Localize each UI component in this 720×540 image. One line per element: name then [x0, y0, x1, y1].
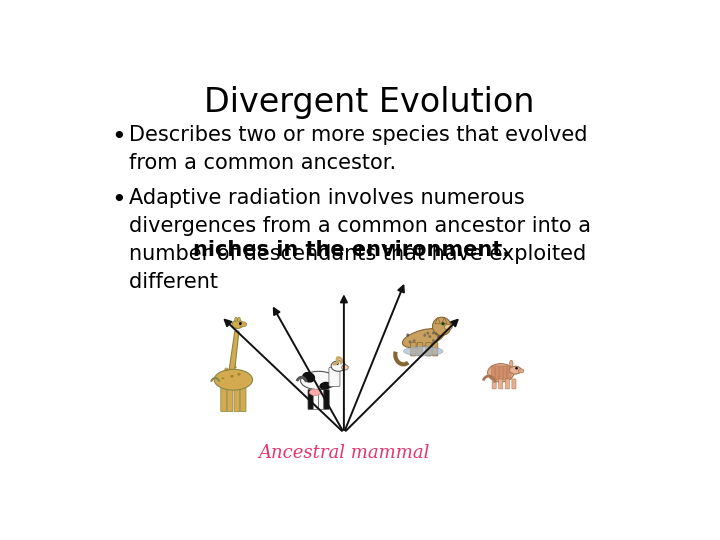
Text: Describes two or more species that evolved
from a common ancestor.: Describes two or more species that evolv…	[129, 125, 588, 173]
Ellipse shape	[230, 375, 234, 377]
Ellipse shape	[222, 377, 225, 380]
FancyBboxPatch shape	[324, 389, 329, 409]
Ellipse shape	[238, 318, 240, 321]
FancyBboxPatch shape	[318, 389, 324, 409]
FancyBboxPatch shape	[503, 366, 507, 380]
Ellipse shape	[423, 334, 426, 337]
FancyBboxPatch shape	[495, 366, 499, 380]
FancyBboxPatch shape	[499, 366, 503, 380]
Ellipse shape	[413, 339, 415, 342]
Text: Divergent Evolution: Divergent Evolution	[204, 86, 534, 119]
Ellipse shape	[487, 363, 514, 382]
Ellipse shape	[320, 382, 331, 390]
Ellipse shape	[435, 332, 438, 335]
Circle shape	[239, 322, 242, 325]
Circle shape	[336, 362, 338, 365]
Ellipse shape	[432, 332, 435, 334]
Text: •: •	[112, 188, 127, 212]
Circle shape	[441, 322, 445, 326]
Ellipse shape	[438, 335, 440, 339]
FancyBboxPatch shape	[410, 342, 416, 356]
Ellipse shape	[407, 334, 409, 337]
Ellipse shape	[237, 373, 240, 376]
FancyBboxPatch shape	[491, 366, 495, 380]
Circle shape	[516, 367, 518, 369]
FancyBboxPatch shape	[234, 386, 240, 411]
FancyBboxPatch shape	[313, 389, 319, 409]
Ellipse shape	[225, 368, 228, 371]
FancyBboxPatch shape	[329, 367, 340, 387]
FancyBboxPatch shape	[499, 379, 503, 389]
FancyBboxPatch shape	[308, 389, 313, 409]
Ellipse shape	[214, 369, 253, 390]
Text: Ancestral mammal: Ancestral mammal	[258, 443, 430, 462]
Ellipse shape	[235, 318, 238, 321]
Ellipse shape	[426, 332, 429, 335]
FancyBboxPatch shape	[227, 386, 233, 411]
Ellipse shape	[403, 347, 443, 356]
FancyBboxPatch shape	[240, 386, 246, 411]
Polygon shape	[435, 317, 441, 324]
Ellipse shape	[232, 320, 243, 328]
Ellipse shape	[300, 372, 337, 390]
Ellipse shape	[432, 339, 435, 342]
FancyBboxPatch shape	[417, 342, 423, 356]
Ellipse shape	[342, 365, 348, 370]
FancyBboxPatch shape	[426, 342, 431, 356]
Text: Adaptive radiation involves numerous
divergences from a common ancestor into a
n: Adaptive radiation involves numerous div…	[129, 188, 590, 292]
FancyBboxPatch shape	[507, 366, 511, 380]
Ellipse shape	[428, 335, 431, 338]
Polygon shape	[229, 331, 239, 369]
Ellipse shape	[302, 372, 315, 383]
Ellipse shape	[234, 366, 237, 368]
FancyBboxPatch shape	[505, 379, 509, 389]
Ellipse shape	[406, 333, 409, 336]
FancyBboxPatch shape	[512, 379, 516, 389]
FancyBboxPatch shape	[492, 379, 496, 389]
Polygon shape	[441, 317, 447, 324]
Ellipse shape	[518, 369, 524, 373]
FancyBboxPatch shape	[221, 386, 227, 411]
Ellipse shape	[510, 360, 513, 367]
Ellipse shape	[409, 340, 411, 343]
Text: niches in the environment.: niches in the environment.	[193, 240, 510, 260]
Ellipse shape	[310, 389, 321, 396]
Ellipse shape	[240, 322, 247, 327]
Ellipse shape	[444, 325, 452, 329]
Circle shape	[433, 317, 451, 335]
Ellipse shape	[331, 361, 346, 372]
Ellipse shape	[437, 335, 440, 338]
FancyBboxPatch shape	[432, 342, 438, 356]
Ellipse shape	[402, 328, 444, 348]
Ellipse shape	[509, 366, 521, 374]
Text: •: •	[112, 125, 127, 149]
